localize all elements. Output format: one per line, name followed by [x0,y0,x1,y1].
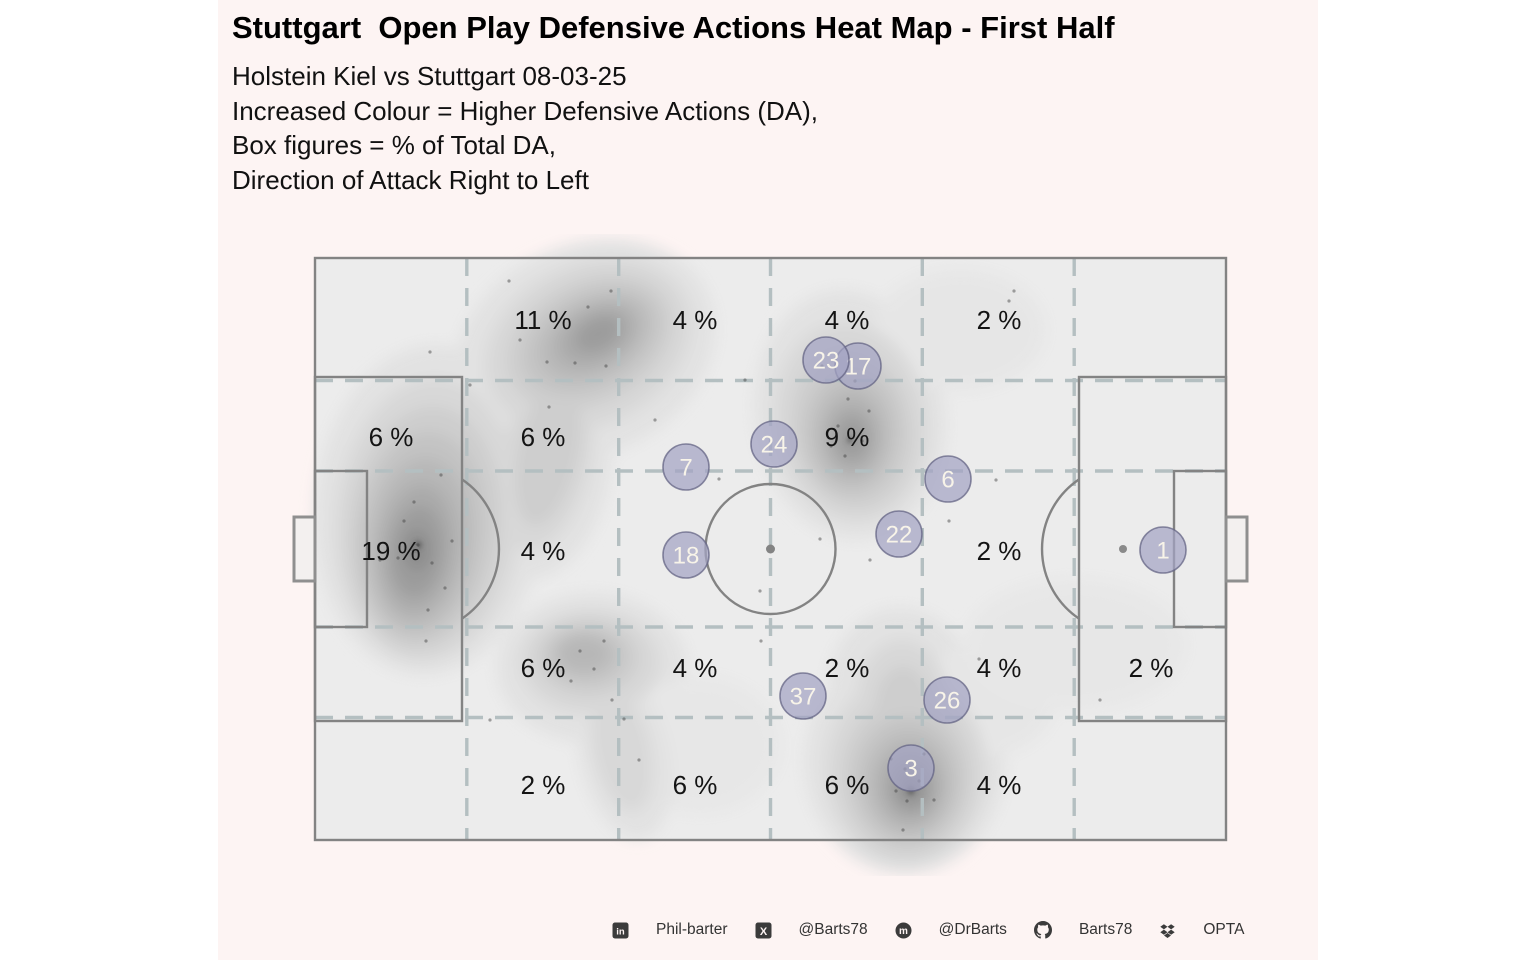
center-spot [766,544,775,554]
zone-label: 2 % [521,770,566,800]
zone-label: 6 % [369,422,414,452]
player-marker-26: 26 [923,676,971,724]
goal-right [1224,515,1249,583]
subtitle-line: Box figures = % of Total DA, [232,130,556,160]
zone-label: 2 % [1129,653,1174,683]
linkedin-icon: in [612,922,629,938]
footer-label: @Barts78 [798,921,868,938]
player-marker-22: 22 [875,510,923,558]
goal-left [292,515,317,583]
zone-label: 6 % [521,422,566,452]
svg-text:26: 26 [934,688,961,715]
player-marker-37: 37 [779,672,827,720]
zone-label: 4 % [673,653,718,683]
zone-label: 2 % [825,653,870,683]
footer-item-x: X @Barts78 [755,921,868,939]
footer-item-github: Barts78 [1033,921,1133,939]
footer-label: Phil-barter [656,921,728,938]
footer: in Phil-barter X @Barts78 m @DrBarts Bar… [612,921,1244,939]
footer-item-dropbox: OPTA [1159,921,1244,939]
player-marker-6: 6 [924,455,972,503]
zone-label: 4 % [825,305,870,335]
svg-text:m: m [899,926,908,937]
svg-text:X: X [759,925,767,937]
zone-label: 2 % [977,305,1022,335]
player-marker-7: 7 [662,443,710,491]
footer-item-linkedin: in Phil-barter [612,921,728,939]
player-marker-18: 18 [662,531,710,579]
zone-label: 19 % [361,536,420,566]
zone-label: 4 % [521,536,566,566]
player-marker-23: 23 [802,336,850,384]
zone-label: 6 % [521,653,566,683]
svg-text:37: 37 [790,684,817,711]
svg-text:24: 24 [761,432,788,459]
subtitle-line: Holstein Kiel vs Stuttgart 08-03-25 [232,61,627,91]
player-marker-3: 3 [887,744,935,792]
penalty-spot-right [1119,545,1127,553]
github-icon [1033,921,1052,939]
svg-text:3: 3 [904,756,917,783]
footer-label: OPTA [1203,921,1245,938]
penalty-arc-right [1040,478,1080,620]
zone-label: 2 % [977,536,1022,566]
dropbox-icon [1160,923,1176,938]
mastodon-icon: m [895,922,912,938]
svg-text:22: 22 [886,522,913,549]
zone-labels: 11 % 4 % 4 % 2 % 6 % 6 % 9 % 19 % 4 % 2 % 6 % 4 % 2 … [361,305,1173,800]
penalty-arc-left [461,478,501,620]
zone-grid [315,258,1226,840]
page-title: Stuttgart Open Play Defensive Actions He… [232,10,1115,45]
footer-item-mastodon: m @DrBarts [895,921,1007,939]
chart-subtitle: Holstein Kiel vs Stuttgart 08-03-25 Incr… [232,59,818,197]
zone-label: 6 % [825,770,870,800]
footer-label: @DrBarts [938,921,1007,938]
zone-label: 6 % [673,770,718,800]
zone-label: 11 % [514,305,571,335]
player-marker-24: 24 [750,420,798,468]
svg-text:23: 23 [813,348,840,375]
pitch-markings [292,256,1249,842]
svg-text:6: 6 [941,467,954,494]
penalty-spot-left [411,545,419,553]
footer-label: Barts78 [1078,921,1133,938]
zone-label: 9 % [825,422,870,452]
x-icon: X [755,922,771,938]
player-marker-1: 1 [1139,526,1187,574]
zone-label: 4 % [977,770,1022,800]
svg-text:1: 1 [1156,538,1169,565]
svg-text:in: in [616,926,625,937]
subtitle-line: Increased Colour = Higher Defensive Acti… [232,95,818,126]
zone-label: 4 % [977,653,1022,683]
subtitle-line: Direction of Attack Right to Left [232,164,589,195]
zone-label: 4 % [673,305,718,335]
heatmap-layer [314,239,1226,874]
svg-text:7: 7 [679,455,692,482]
svg-text:18: 18 [673,543,700,570]
